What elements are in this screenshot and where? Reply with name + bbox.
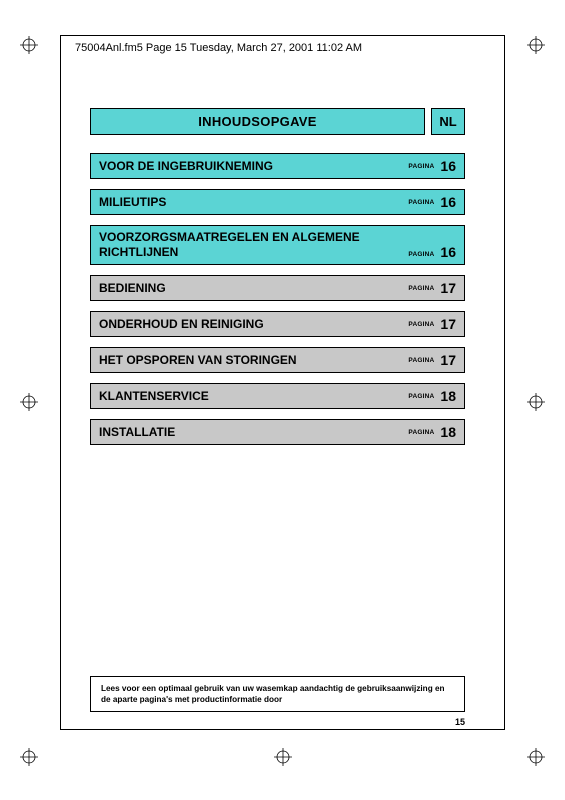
registration-mark-icon	[20, 393, 38, 411]
registration-mark-icon	[527, 748, 545, 766]
toc-entry: INSTALLATIEPAGINA 18	[90, 419, 465, 445]
toc-entry: VOORZORGSMAATREGELEN EN ALGEMENE RICHTLI…	[90, 225, 465, 265]
toc-entry-label: ONDERHOUD EN REINIGING	[99, 317, 408, 332]
registration-mark-icon	[20, 36, 38, 54]
toc-entry-label: HET OPSPOREN VAN STORINGEN	[99, 353, 408, 368]
page-number: 15	[455, 717, 465, 727]
toc-entry-pagina-label: PAGINA	[408, 393, 434, 400]
registration-mark-icon	[527, 36, 545, 54]
toc-entry: VOOR DE INGEBRUIKNEMINGPAGINA 16	[90, 153, 465, 179]
toc-entry-pagina-label: PAGINA	[408, 429, 434, 436]
toc-entry: HET OPSPOREN VAN STORINGENPAGINA 17	[90, 347, 465, 373]
registration-mark-icon	[527, 393, 545, 411]
toc-entry-pagina-label: PAGINA	[408, 251, 434, 258]
toc-entry: MILIEUTIPSPAGINA 16	[90, 189, 465, 215]
toc-entry-page-number: 16	[440, 194, 456, 210]
toc-entry-page-number: 17	[440, 316, 456, 332]
toc-entry-label: KLANTENSERVICE	[99, 389, 408, 404]
toc-entry-pagina-label: PAGINA	[408, 199, 434, 206]
toc-entry-page-number: 16	[440, 158, 456, 174]
toc-entries: VOOR DE INGEBRUIKNEMINGPAGINA16MILIEUTIP…	[90, 153, 465, 445]
document-meta-line: 75004Anl.fm5 Page 15 Tuesday, March 27, …	[75, 42, 362, 54]
language-badge: NL	[431, 108, 465, 135]
toc-entry-label: MILIEUTIPS	[99, 195, 408, 210]
toc-entry-pagina-label: PAGINA	[408, 321, 434, 328]
toc-entry-page-number: 17	[440, 280, 456, 296]
toc-content: INHOUDSOPGAVE NL VOOR DE INGEBRUIKNEMING…	[90, 108, 465, 455]
title-row: INHOUDSOPGAVE NL	[90, 108, 465, 135]
toc-entry: BEDIENINGPAGINA 17	[90, 275, 465, 301]
toc-entry-page-number: 17	[440, 352, 456, 368]
toc-entry-pagina-label: PAGINA	[408, 357, 434, 364]
toc-entry-label: BEDIENING	[99, 281, 408, 296]
toc-entry-page-number: 16	[440, 244, 456, 260]
toc-entry-page-number: 18	[440, 424, 456, 440]
registration-mark-icon	[274, 748, 292, 766]
toc-entry-pagina-label: PAGINA	[408, 163, 434, 170]
toc-entry: ONDERHOUD EN REINIGINGPAGINA 17	[90, 311, 465, 337]
toc-entry-label: VOOR DE INGEBRUIKNEMING	[99, 159, 408, 174]
toc-title: INHOUDSOPGAVE	[90, 108, 425, 135]
toc-entry-pagina-label: PAGINA	[408, 285, 434, 292]
registration-mark-icon	[20, 748, 38, 766]
toc-entry-label: VOORZORGSMAATREGELEN EN ALGEMENE RICHTLI…	[99, 230, 408, 260]
toc-entry-page-number: 18	[440, 388, 456, 404]
toc-entry: KLANTENSERVICEPAGINA 18	[90, 383, 465, 409]
footer-note: Lees voor een optimaal gebruik van uw wa…	[90, 676, 465, 712]
toc-entry-label: INSTALLATIE	[99, 425, 408, 440]
